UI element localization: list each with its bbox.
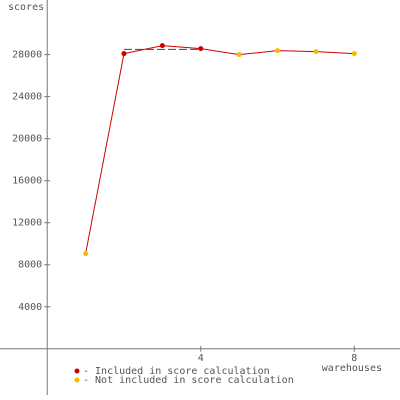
legend-marker: [74, 377, 80, 383]
y-axis-label: scores: [8, 2, 44, 13]
point: [275, 48, 281, 54]
legend-label: - Included in score calculation: [83, 366, 270, 377]
y-tick-label: 4000: [18, 302, 42, 313]
y-tick-label: 12000: [12, 218, 42, 229]
legend-label: - Not included in score calculation: [83, 375, 294, 386]
x-axis-label: warehouses: [322, 363, 382, 374]
x-tick-label: 8: [351, 353, 357, 364]
legend-marker: [74, 368, 80, 374]
point: [83, 251, 89, 257]
point: [351, 51, 357, 57]
y-tick-label: 8000: [18, 260, 42, 271]
line: [85, 45, 355, 254]
y-tick-label: 28000: [12, 50, 42, 61]
y-tick-label: 20000: [12, 134, 42, 145]
x-tick-label: 4: [198, 353, 204, 364]
point: [313, 49, 319, 55]
y-tick-label: 24000: [12, 92, 42, 103]
point: [198, 46, 204, 52]
point: [159, 43, 165, 49]
point: [236, 52, 242, 58]
y-tick-label: 16000: [12, 176, 42, 187]
point: [121, 51, 127, 57]
